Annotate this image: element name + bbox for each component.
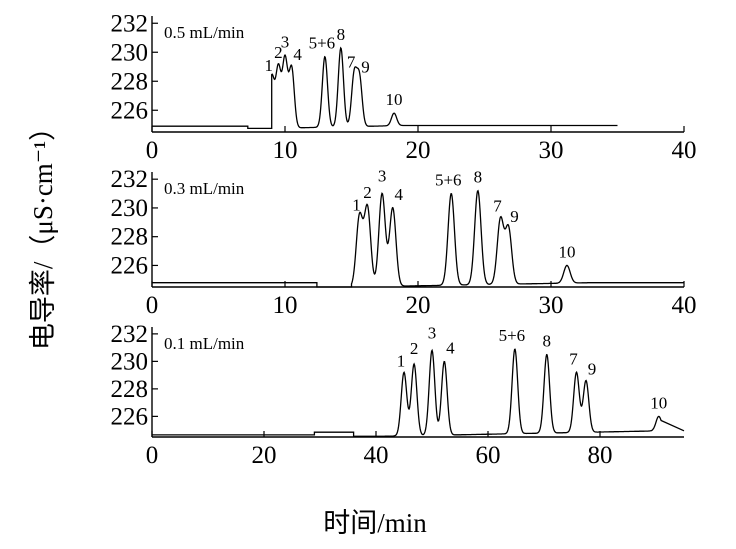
y-tick-label: 230 <box>111 195 149 222</box>
y-tick-label: 232 <box>111 321 149 348</box>
x-tick-label: 60 <box>476 442 501 469</box>
x-tick-label: 0 <box>146 137 159 164</box>
peak-label-9: 9 <box>361 57 370 76</box>
y-tick-label: 226 <box>111 97 149 124</box>
flow-rate-label: 0.3 mL/min <box>164 179 245 198</box>
y-tick-label: 228 <box>111 224 149 251</box>
peak-label-10: 10 <box>386 90 403 109</box>
x-tick-label: 40 <box>672 292 697 319</box>
y-tick-label: 230 <box>111 39 149 66</box>
peak-label-4: 4 <box>394 185 403 204</box>
x-tick-label: 0 <box>146 292 159 319</box>
chromatogram-trace <box>152 46 618 130</box>
x-tick-label: 30 <box>539 292 564 319</box>
x-tick-label: 30 <box>539 137 564 164</box>
peak-label-5-6: 5+6 <box>499 326 526 345</box>
peak-label-2: 2 <box>274 43 283 62</box>
peak-label-8: 8 <box>543 332 552 351</box>
x-tick-label: 40 <box>364 442 389 469</box>
peak-label-8: 8 <box>337 25 346 44</box>
x-tick-label: 0 <box>146 442 159 469</box>
peak-label-2: 2 <box>410 339 419 358</box>
peak-label-5-6: 5+6 <box>309 34 336 53</box>
peak-label-9: 9 <box>588 360 597 379</box>
x-tick-label: 80 <box>588 442 613 469</box>
y-tick-label: 232 <box>111 10 149 37</box>
x-tick-label: 10 <box>273 292 298 319</box>
y-tick-label: 226 <box>111 403 149 430</box>
peak-label-7: 7 <box>493 196 502 215</box>
peak-label-3: 3 <box>281 33 290 52</box>
peak-label-7: 7 <box>569 349 578 368</box>
peak-label-1: 1 <box>264 56 273 75</box>
x-axis-title: 时间/min <box>323 508 427 538</box>
peak-label-4: 4 <box>293 45 302 64</box>
y-axis-title: 电导率/（μS·cm⁻¹） <box>28 114 58 350</box>
peak-label-3: 3 <box>378 167 387 186</box>
y-tick-label: 228 <box>111 68 149 95</box>
x-tick-label: 20 <box>406 137 431 164</box>
peak-label-7: 7 <box>347 52 356 71</box>
flow-rate-label: 0.1 mL/min <box>164 334 245 353</box>
peak-label-10: 10 <box>558 242 575 261</box>
flow-rate-label: 0.5 mL/min <box>164 23 245 42</box>
peak-label-1: 1 <box>397 351 406 370</box>
y-tick-label: 230 <box>111 348 149 375</box>
y-tick-label: 226 <box>111 252 149 279</box>
peak-label-9: 9 <box>510 207 519 226</box>
x-tick-label: 10 <box>273 137 298 164</box>
y-tick-label: 228 <box>111 376 149 403</box>
peak-label-1: 1 <box>352 196 361 215</box>
x-tick-label: 40 <box>672 137 697 164</box>
chromatogram-trace <box>152 348 685 437</box>
chromatogram-trace <box>152 189 684 288</box>
peak-label-4: 4 <box>446 338 455 357</box>
peak-label-5-6: 5+6 <box>435 171 462 190</box>
peak-label-2: 2 <box>363 183 372 202</box>
x-tick-label: 20 <box>406 292 431 319</box>
peak-label-3: 3 <box>428 323 437 342</box>
peak-label-10: 10 <box>650 393 667 412</box>
x-tick-label: 20 <box>252 442 277 469</box>
peak-label-8: 8 <box>474 168 483 187</box>
y-tick-label: 232 <box>111 166 149 193</box>
